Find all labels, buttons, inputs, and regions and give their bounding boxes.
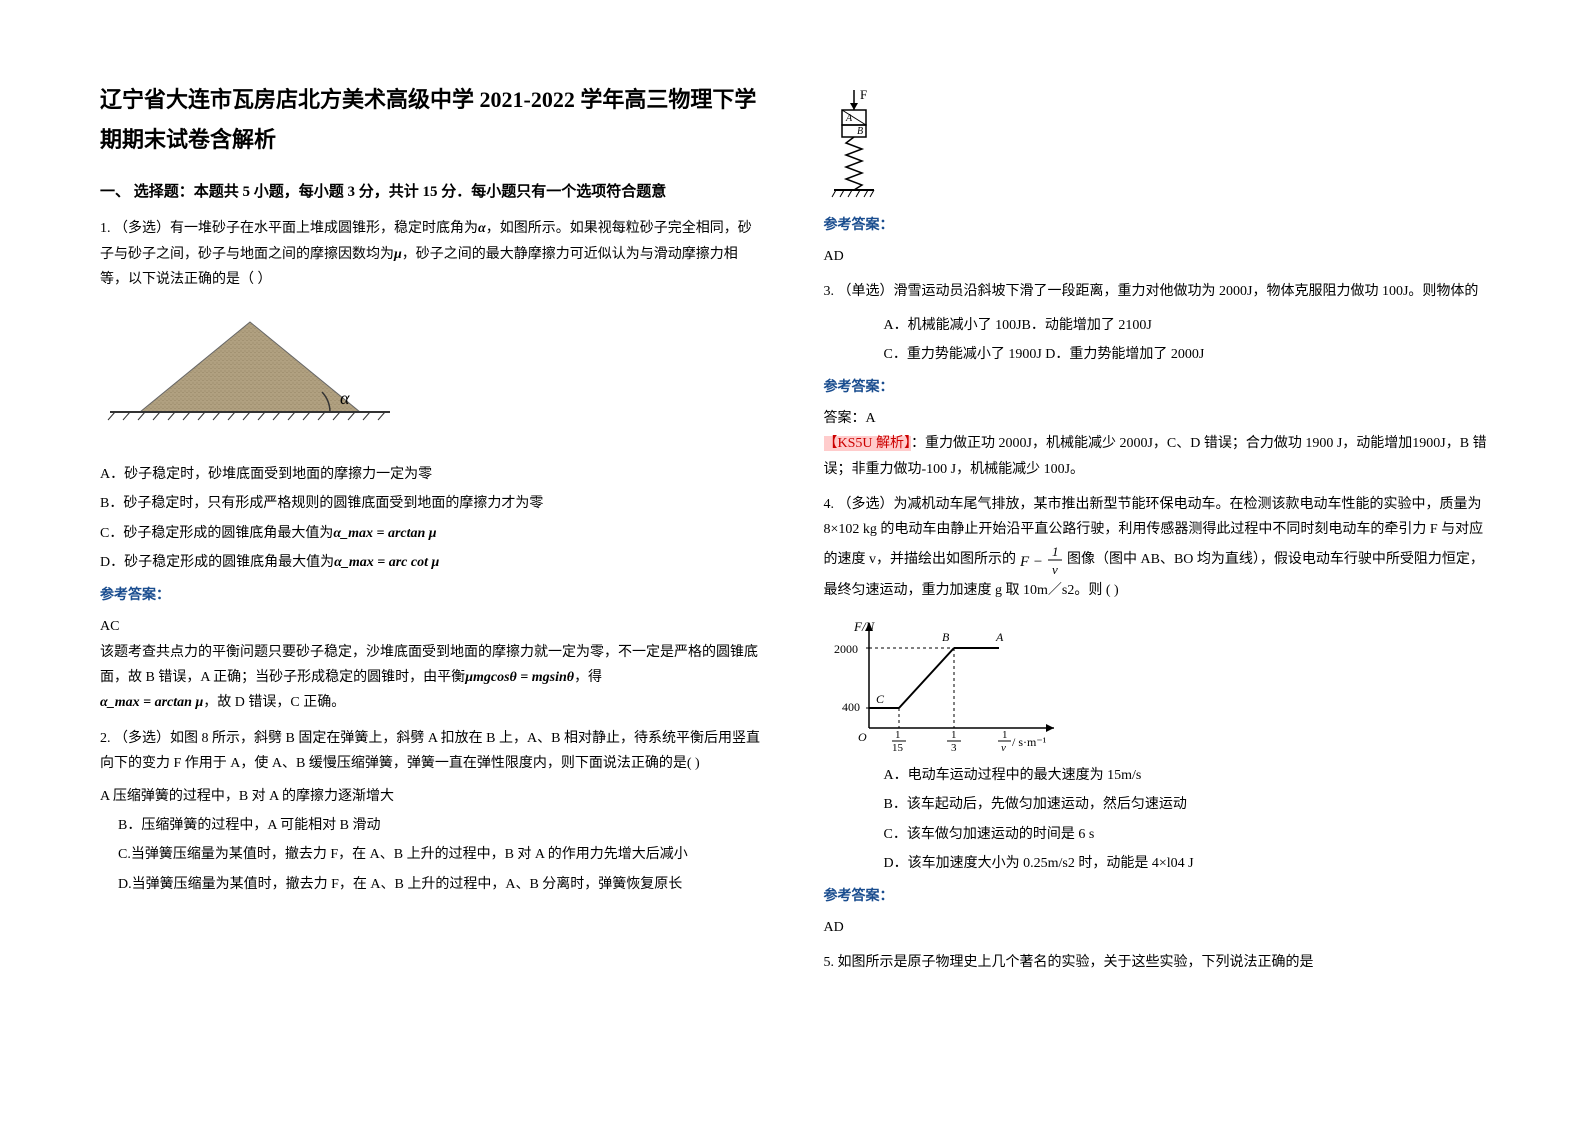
- q3-expl-prefix: 【KS5U 解析】: [824, 436, 912, 451]
- svg-text:1: 1: [895, 729, 901, 741]
- q1-mu: μ: [394, 242, 402, 267]
- q1-option-c: C．砂子稳定形成的圆锥底角最大值为α_max = arctan μ: [100, 521, 764, 546]
- sand-pile-diagram: α: [100, 302, 400, 452]
- q1-option-a: A．砂子稳定时，砂堆底面受到地面的摩擦力一定为零: [100, 462, 764, 487]
- y-tick-400: 400: [842, 700, 860, 714]
- q3-expl-text: ：重力做正功 2000J，机械能减少 2000J，C、D 错误；合力做功 190…: [824, 436, 1487, 476]
- svg-text:1: 1: [951, 729, 957, 741]
- b-label: B: [857, 126, 863, 137]
- q4-answer: AD: [824, 915, 1488, 940]
- q3-answer-label: 参考答案：: [824, 375, 1488, 400]
- q1-expl-5: ，故 D 错误，C 正确。: [203, 695, 345, 710]
- q4-option-a: A．电动车运动过程中的最大速度为 15m/s: [824, 763, 1488, 788]
- q1-optd-prefix: D．砂子稳定形成的圆锥底角最大值为: [100, 555, 334, 570]
- point-b: B: [942, 630, 950, 644]
- q1-answer-label: 参考答案：: [100, 583, 764, 608]
- alpha-symbol: α: [340, 388, 350, 408]
- q4-option-d: D．该车加速度大小为 0.25m/s2 时，动能是 4×l04 J: [824, 851, 1488, 876]
- q1-expl-formula1: μmgcosθ = mgsinθ: [465, 665, 574, 690]
- question-1: 1. （多选）有一堆砂子在水平面上堆成圆锥形，稳定时底角为α，如图所示。如果视每…: [100, 216, 764, 292]
- point-a: A: [995, 630, 1004, 644]
- right-column: F A B 参考答案： AD 3. （单选）滑雪运动员沿斜坡下滑了一段距离，重力…: [824, 80, 1488, 1042]
- origin-label: O: [858, 730, 867, 744]
- q1-option-d: D．砂子稳定形成的圆锥底角最大值为α_max = arc cot μ: [100, 550, 764, 575]
- q4-chart: F/N 2000 400 O C B A 1 15 1 3: [824, 613, 1084, 753]
- q1-optc-formula: α_max = arctan μ: [333, 521, 436, 546]
- point-c: C: [876, 692, 885, 706]
- q3-option-c: C．重力势能减小了 1900J D．重力势能增加了 2000J: [824, 342, 1488, 367]
- question-2: 2. （多选）如图 8 所示，斜劈 B 固定在弹簧上，斜劈 A 扣放在 B 上，…: [100, 726, 764, 776]
- svg-text:1: 1: [1002, 729, 1008, 741]
- svg-text:3: 3: [951, 742, 957, 753]
- q4-answer-label: 参考答案：: [824, 884, 1488, 909]
- spring-diagram: F A B: [824, 85, 884, 205]
- q2-option-d: D.当弹簧压缩量为某值时，撤去力 F，在 A、B 上升的过程中，A、B 分离时，…: [100, 872, 764, 897]
- q1-option-b: B．砂子稳定时，只有形成严格规则的圆锥底面受到地面的摩擦力才为零: [100, 491, 764, 516]
- q1-optc-prefix: C．砂子稳定形成的圆锥底角最大值为: [100, 526, 333, 541]
- a-label: A: [845, 113, 853, 124]
- q1-expl-3: 故 B 错误，A 正确；当砂子形成稳定的圆锥时，由平衡: [128, 670, 465, 685]
- question-3: 3. （单选）滑雪运动员沿斜坡下滑了一段距离，重力对他做功为 2000J，物体克…: [824, 279, 1488, 304]
- svg-text:F −: F −: [1020, 554, 1043, 570]
- q2-option-c: C.当弹簧压缩量为某值时，撤去力 F，在 A、B 上升的过程中，B 对 A 的作…: [100, 842, 764, 867]
- document-title: 辽宁省大连市瓦房店北方美术高级中学 2021-2022 学年高三物理下学期期末试…: [100, 80, 764, 159]
- q1-expl-formula2: α_max = arctan μ: [100, 690, 203, 715]
- q1-explanation: 该题考查共点力的平衡问题只要砂子稳定，沙堆底面受到地面的摩擦力就一定为零，不一定…: [100, 640, 764, 691]
- q2-answer-label: 参考答案：: [824, 213, 1488, 238]
- svg-text:/ s·m⁻¹: / s·m⁻¹: [1012, 735, 1047, 749]
- svg-text:15: 15: [892, 742, 904, 753]
- y-tick-2000: 2000: [834, 642, 858, 656]
- q1-answer: AC: [100, 614, 764, 639]
- svg-text:v: v: [1052, 562, 1058, 577]
- left-column: 辽宁省大连市瓦房店北方美术高级中学 2021-2022 学年高三物理下学期期末试…: [100, 80, 764, 1042]
- q1-alpha: α: [478, 216, 486, 241]
- f-label: F: [860, 87, 867, 102]
- q1-stem-part1: 1. （多选）有一堆砂子在水平面上堆成圆锥形，稳定时底角为: [100, 221, 478, 236]
- q1-expl-1: 该题考查共点力的平衡问题: [100, 645, 268, 660]
- q4-option-c: C．该车做匀加速运动的时间是 6 s: [824, 822, 1488, 847]
- question-5: 5. 如图所示是原子物理史上几个著名的实验，关于这些实验，下列说法正确的是: [824, 950, 1488, 975]
- y-axis-label: F/N: [853, 619, 876, 634]
- svg-text:v: v: [1001, 742, 1006, 753]
- q2-answer: AD: [824, 244, 1488, 269]
- q1-explanation-2: α_max = arctan μ，故 D 错误，C 正确。: [100, 690, 764, 715]
- svg-text:1: 1: [1052, 544, 1059, 559]
- q2-option-b: B．压缩弹簧的过程中，A 可能相对 B 滑动: [100, 813, 764, 838]
- q4-option-b: B．该车起动后，先做匀加速运动，然后匀速运动: [824, 792, 1488, 817]
- q4-formula-fv: F − 1 v: [1020, 542, 1064, 578]
- q3-answer-line: 答案：A: [824, 406, 1488, 431]
- q2-option-a: A 压缩弹簧的过程中，B 对 A 的摩擦力逐渐增大: [100, 784, 764, 809]
- q3-explanation: 【KS5U 解析】：重力做正功 2000J，机械能减少 2000J，C、D 错误…: [824, 431, 1488, 481]
- section-heading: 一、 选择题：本题共 5 小题，每小题 3 分，共计 15 分．每小题只有一个选…: [100, 179, 764, 206]
- question-4: 4. （多选）为减机动车尾气排放，某市推出新型节能环保电动车。在检测该款电动车性…: [824, 492, 1488, 604]
- q1-expl-4: ，得: [574, 670, 602, 685]
- q3-option-a: A．机械能减小了 100JB．动能增加了 2100J: [824, 313, 1488, 338]
- q1-optd-formula: α_max = arc cot μ: [334, 550, 439, 575]
